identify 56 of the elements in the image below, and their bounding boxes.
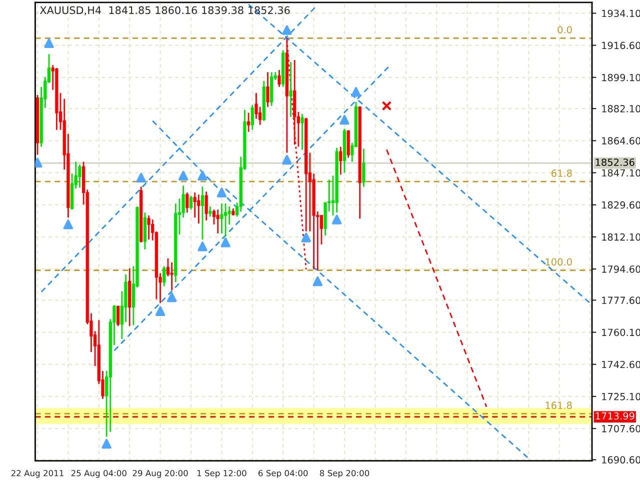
candlestick bbox=[78, 164, 82, 188]
candlestick bbox=[300, 113, 304, 151]
point bbox=[351, 87, 361, 97]
candlestick bbox=[189, 194, 193, 210]
candlestick bbox=[250, 104, 254, 131]
candlestick bbox=[246, 112, 250, 133]
point bbox=[198, 170, 208, 181]
point bbox=[166, 292, 177, 302]
candlestick bbox=[162, 266, 166, 287]
candlestick bbox=[278, 69, 281, 88]
point bbox=[198, 242, 208, 252]
candlestick bbox=[147, 214, 150, 240]
point bbox=[282, 154, 292, 165]
point bbox=[102, 438, 112, 449]
candlestick bbox=[220, 202, 224, 234]
annotation: 0.0 bbox=[558, 26, 572, 34]
candlestick bbox=[204, 190, 208, 222]
candlestick bbox=[289, 61, 292, 118]
chart-title: XAUUSD,H4 1841.85 1860.16 1839.38 1852.36 bbox=[40, 6, 290, 16]
point bbox=[282, 25, 292, 35]
point bbox=[301, 232, 311, 242]
candlestick bbox=[182, 184, 185, 218]
annotation: 100.0 bbox=[546, 258, 572, 266]
candlestick bbox=[186, 192, 189, 214]
candlestick bbox=[228, 206, 231, 226]
point bbox=[340, 114, 350, 125]
x-tick-label: 22 Aug 2011 bbox=[11, 470, 64, 478]
point bbox=[155, 306, 166, 316]
candlestick bbox=[216, 208, 220, 234]
candlestick bbox=[224, 202, 228, 238]
point bbox=[312, 276, 322, 286]
point bbox=[44, 38, 54, 48]
x-tick-label: 8 Sep 20:00 bbox=[320, 470, 370, 478]
point bbox=[332, 214, 342, 224]
ref-line-label: 1852.36 bbox=[596, 158, 634, 166]
x-tick-label: 1 Sep 12:00 bbox=[197, 470, 246, 478]
candlestick bbox=[266, 71, 270, 108]
point bbox=[216, 188, 227, 198]
point bbox=[382, 100, 392, 111]
ref-line-label: 1713.99 bbox=[596, 412, 634, 420]
point bbox=[220, 238, 230, 248]
annotation: 161.8 bbox=[546, 402, 572, 410]
point bbox=[63, 220, 74, 230]
point bbox=[178, 170, 188, 181]
annotation: 61.8 bbox=[552, 170, 572, 177]
candlestick bbox=[208, 206, 212, 218]
x-tick-label: 25 Aug 04:00 bbox=[71, 470, 126, 478]
candlestick bbox=[362, 148, 366, 188]
x-tick-label: 6 Sep 04:00 bbox=[258, 470, 308, 478]
point bbox=[136, 172, 146, 183]
x-tick-label: 29 Aug 20:00 bbox=[132, 470, 188, 478]
candlestick bbox=[197, 194, 200, 224]
candlestick bbox=[116, 306, 120, 327]
candlestick bbox=[200, 186, 204, 240]
candlestick bbox=[170, 262, 174, 291]
candlestick bbox=[339, 146, 342, 176]
